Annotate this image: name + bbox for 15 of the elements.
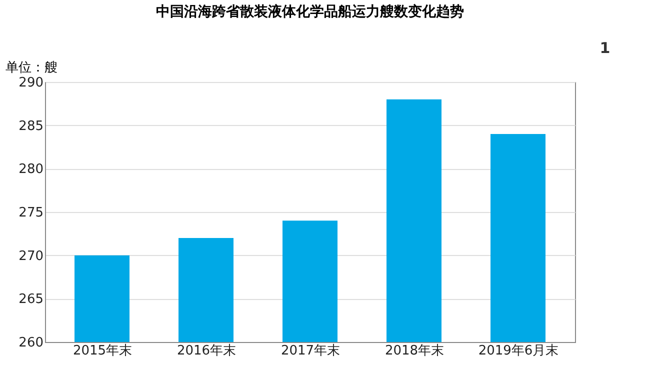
x-tick-label: 2017年末	[280, 344, 340, 358]
y-tick-label: 275	[18, 206, 44, 220]
x-tick-label: 2018年末	[384, 344, 444, 358]
y-tick-label: 265	[18, 292, 44, 308]
y-tick-label: 290	[18, 76, 44, 90]
y-tick-label: 285	[18, 118, 44, 134]
y-tick-label: 270	[18, 248, 44, 264]
text: 1	[600, 39, 610, 57]
y-tick-label: 280	[18, 162, 44, 178]
y-tick-label: 260	[18, 336, 44, 350]
x-tick-label: 2016年末	[176, 344, 236, 358]
x-tick-label: 2015年末	[72, 344, 132, 358]
x-tick-label: 2019年6月末	[478, 344, 559, 358]
y-axis-title: 单位：艘	[6, 60, 58, 76]
chart-title: 中国沿海跨省散装液体化学品船运力艘数变化趋势	[156, 3, 464, 20]
